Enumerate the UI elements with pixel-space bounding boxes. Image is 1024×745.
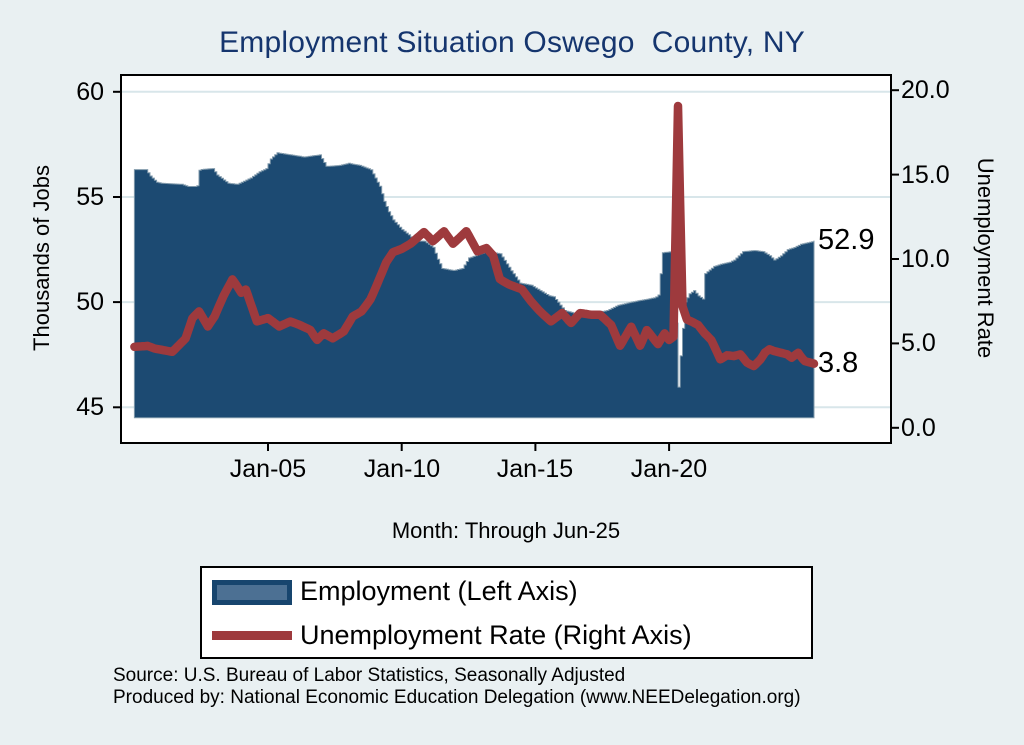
employment-area-swatch-icon xyxy=(212,580,292,605)
unemployment-end-value-label: 3.8 xyxy=(818,347,859,379)
axis-tick-label: 15.0 xyxy=(901,161,950,189)
axis-tick-label: Jan-10 xyxy=(363,455,441,483)
left-axis-title: Thousands of Jobs xyxy=(29,165,54,351)
legend-label-employment: Employment (Left Axis) xyxy=(300,576,578,606)
source-line: Source: U.S. Bureau of Labor Statistics,… xyxy=(113,665,626,686)
axis-tick-label: 20.0 xyxy=(901,76,950,104)
axis-tick-label: 0.0 xyxy=(901,414,936,442)
axis-tick-label: 5.0 xyxy=(901,329,936,357)
x-axis-title: Month: Through Jun-25 xyxy=(391,518,621,543)
legend-label-unemployment: Unemployment Rate (Right Axis) xyxy=(300,620,692,650)
axis-tick-label: 45 xyxy=(76,393,104,421)
axis-tick-label: 50 xyxy=(76,288,104,316)
unemployment-line-swatch-icon xyxy=(212,631,292,640)
axis-tick-label: Jan-05 xyxy=(229,455,307,483)
axis-tick-label: 10.0 xyxy=(901,245,950,273)
axis-tick-label: 55 xyxy=(76,183,104,211)
axis-tick-label: Jan-20 xyxy=(630,455,708,483)
legend: Employment (Left Axis) Unemployment Rate… xyxy=(200,566,813,659)
employment-end-value-label: 52.9 xyxy=(818,224,875,256)
footer: Source: U.S. Bureau of Labor Statistics,… xyxy=(113,665,801,709)
produced-by-line: Produced by: National Economic Education… xyxy=(113,687,801,708)
axis-tick-label: Jan-15 xyxy=(496,455,574,483)
chart-title: Employment Situation Oswego County, NY xyxy=(219,26,805,59)
axis-tick-label: 60 xyxy=(76,78,104,106)
